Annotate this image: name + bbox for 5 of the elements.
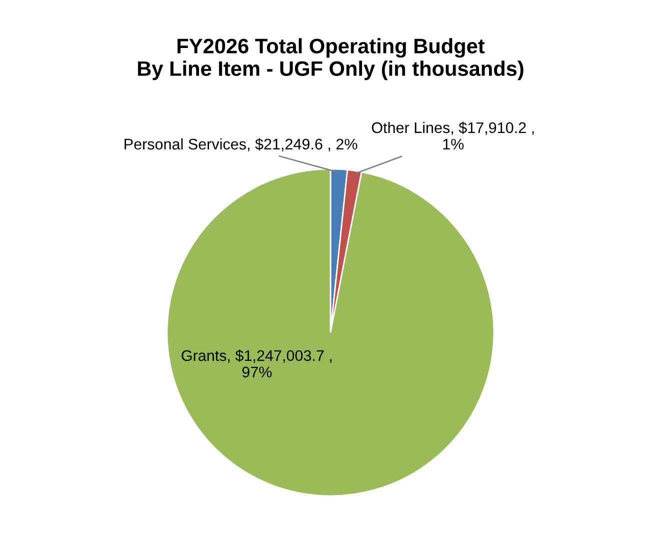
slice-label: Grants, $1,247,003.7 , 97%	[182, 350, 332, 378]
slice-label: Other Lines, $17,910.2 , 1%	[372, 122, 534, 150]
slice-label: Personal Services, $21,249.6 , 2%	[124, 138, 358, 152]
pie-slice	[166, 168, 495, 497]
chart-title: FY2026 Total Operating Budget By Line Item - UGF Only (in thousands)	[138, 38, 524, 80]
